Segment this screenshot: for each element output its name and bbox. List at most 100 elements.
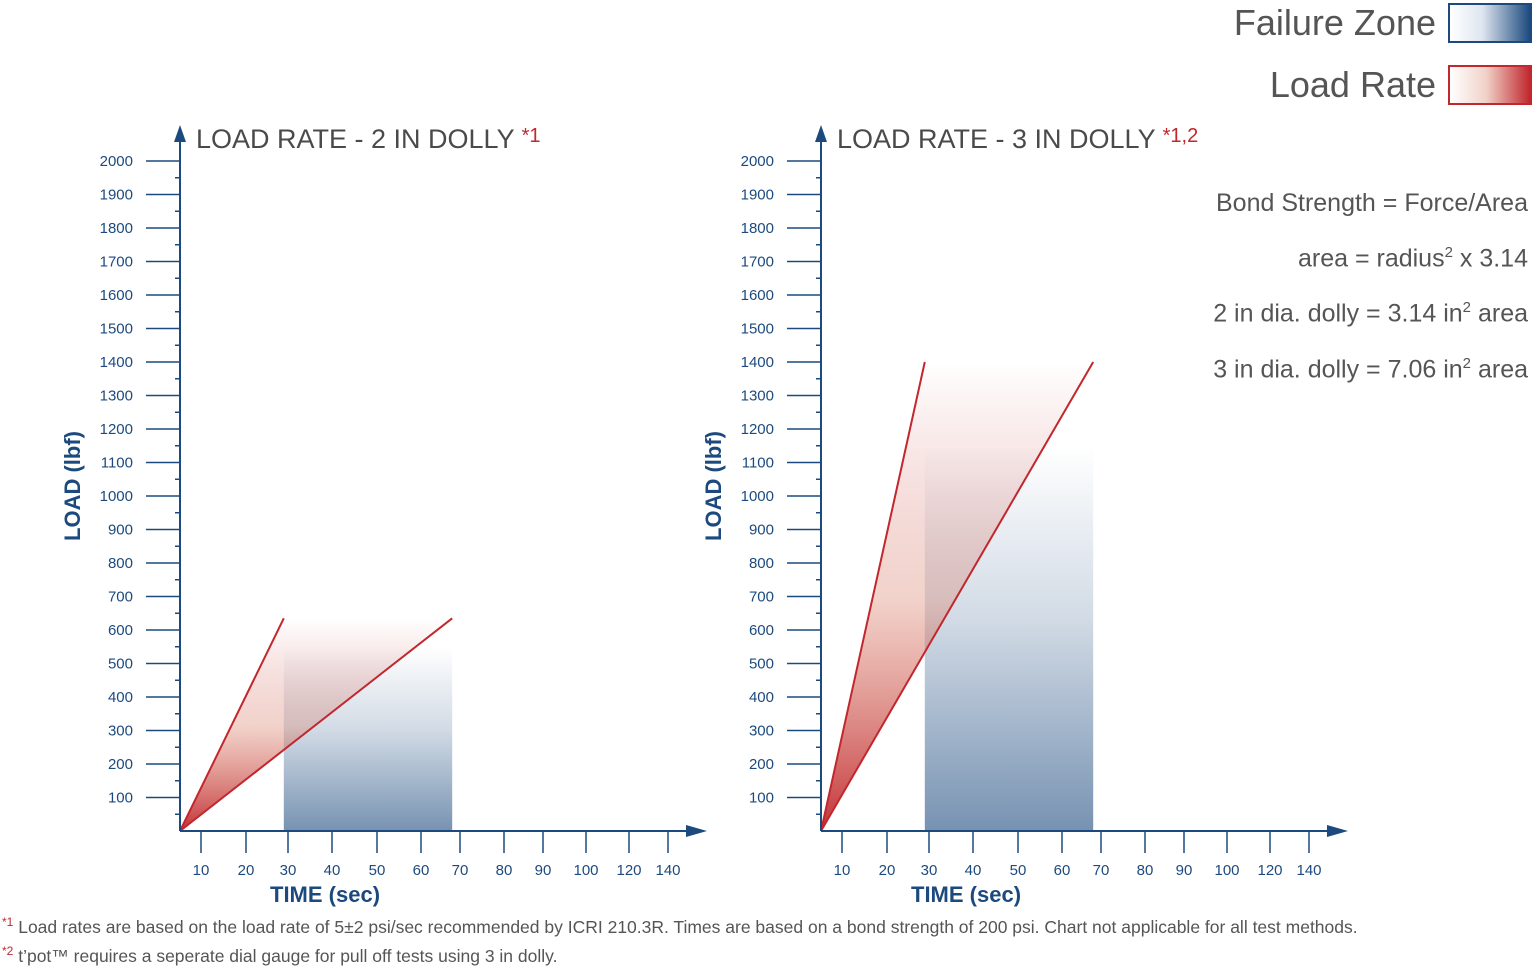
- load-rate-line-2: [820, 361, 1095, 832]
- y-tick-label: 2000: [100, 153, 133, 170]
- y-tick-label: 1800: [741, 220, 774, 237]
- x-tick-label: 90: [1176, 862, 1193, 879]
- footnote-1: *1 Load rates are based on the load rate…: [2, 910, 1358, 939]
- y-tick-label: 1100: [101, 455, 133, 472]
- x-tick-label: 20: [238, 862, 255, 879]
- formula-sup: 2: [1462, 299, 1472, 317]
- y-tick-label: 2000: [741, 153, 774, 170]
- x-tick-label: 100: [573, 862, 598, 879]
- y-tick-label: 500: [108, 656, 133, 673]
- load-rate-line-1: [820, 361, 926, 832]
- y-tick-label: 700: [749, 589, 774, 606]
- chart-title: LOAD RATE - 3 IN DOLLY *1,2: [837, 124, 1198, 154]
- formula-line-1: Bond Strength = Force/Area: [1213, 178, 1528, 228]
- y-tick-label: 1400: [741, 354, 774, 371]
- x-tick-label: 50: [1010, 862, 1027, 879]
- x-tick-label: 80: [496, 862, 513, 879]
- legend-failure-zone: Failure Zone: [1234, 2, 1532, 44]
- y-tick-label: 1000: [100, 488, 133, 505]
- formula-text: area: [1471, 299, 1528, 328]
- chart-title-note: *1: [522, 125, 541, 147]
- y-tick-label: 300: [108, 723, 133, 740]
- formula-text: area: [1471, 354, 1528, 383]
- formula-line-4: 3 in dia. dolly = 7.06 in2 area: [1213, 339, 1528, 394]
- y-tick-label: 1200: [741, 421, 774, 438]
- y-tick-label: 1300: [100, 388, 133, 405]
- x-tick-label: 10: [834, 862, 851, 879]
- y-tick-label: 900: [749, 522, 774, 539]
- formula-sup: 2: [1462, 354, 1472, 372]
- y-tick-label: 1100: [742, 455, 774, 472]
- y-tick-label: 1600: [100, 287, 133, 304]
- y-tick-label: 1200: [100, 421, 133, 438]
- legend-load-swatch: [1448, 65, 1532, 105]
- y-tick-label: 200: [749, 756, 774, 773]
- chart-title-text: LOAD RATE - 3 IN DOLLY: [837, 124, 1163, 154]
- x-tick-label: 140: [655, 862, 680, 879]
- x-tick-label: 50: [369, 862, 386, 879]
- y-tick-label: 1000: [741, 488, 774, 505]
- chart-title-text: LOAD RATE - 2 IN DOLLY: [196, 124, 522, 154]
- x-tick-label: 80: [1137, 862, 1154, 879]
- y-tick-label: 800: [108, 555, 133, 572]
- x-tick-label: 40: [965, 862, 982, 879]
- y-tick-label: 1500: [100, 321, 133, 338]
- x-axis-arrow: [686, 825, 707, 837]
- y-axis-title: LOAD (lbf): [60, 431, 85, 541]
- x-tick-label: 120: [1257, 862, 1282, 879]
- y-tick-label: 1700: [741, 254, 774, 271]
- chart-panel-1: 100 200 300 400 500 600 700 800 900 1000 1100 1200 1…: [60, 124, 707, 907]
- x-tick-label: 10: [193, 862, 210, 879]
- y-tick-label: 1800: [100, 220, 133, 237]
- legend-failure-swatch: [1448, 3, 1532, 43]
- y-axis-arrow: [815, 125, 827, 142]
- y-tick-label: 700: [108, 589, 133, 606]
- y-tick-label: 800: [749, 555, 774, 572]
- y-tick-label: 100: [108, 790, 133, 807]
- load-rate-line-2: [179, 617, 453, 832]
- legend-failure-label: Failure Zone: [1233, 2, 1436, 43]
- x-tick-label: 90: [535, 862, 552, 879]
- footnote-text: Load rates are based on the load rate of…: [13, 916, 1358, 937]
- footnote-2: *2 t’pot™ requires a seperate dial gauge…: [2, 939, 1358, 968]
- x-axis-title: TIME (sec): [911, 882, 1021, 907]
- formula-text: 3 in dia. dolly = 7.06 in: [1213, 354, 1463, 383]
- legend-load-label: Load Rate: [1269, 64, 1436, 105]
- bond-strength-formulas: Bond Strength = Force/Area area = radius…: [1213, 178, 1528, 394]
- y-tick-label: 400: [108, 689, 133, 706]
- footnotes: *1 Load rates are based on the load rate…: [2, 910, 1358, 968]
- y-tick-label: 1400: [100, 354, 133, 371]
- y-tick-label: 1600: [741, 287, 774, 304]
- y-axis-title: LOAD (lbf): [701, 431, 726, 541]
- y-tick-label: 600: [749, 622, 774, 639]
- y-tick-label: 1900: [741, 187, 774, 204]
- x-tick-label: 140: [1296, 862, 1321, 879]
- y-tick-label: 1700: [100, 254, 133, 271]
- legend-load-rate: Load Rate: [1270, 64, 1532, 106]
- formula-line-2: area = radius2 x 3.14: [1213, 228, 1528, 283]
- x-tick-label: 30: [921, 862, 938, 879]
- x-axis-arrow: [1327, 825, 1348, 837]
- x-tick-label: 60: [413, 862, 430, 879]
- x-tick-label: 20: [879, 862, 896, 879]
- x-tick-label: 70: [1093, 862, 1110, 879]
- formula-line-3: 2 in dia. dolly = 3.14 in2 area: [1213, 283, 1528, 338]
- chart-panel-2: 100 200 300 400 500 600 700 800 900 1000 1100 1200 1…: [701, 124, 1348, 907]
- x-tick-label: 30: [280, 862, 297, 879]
- formula-text: area = radius: [1297, 244, 1445, 273]
- y-tick-label: 1300: [741, 388, 774, 405]
- x-tick-label: 40: [324, 862, 341, 879]
- y-tick-label: 200: [108, 756, 133, 773]
- y-axis-arrow: [174, 125, 186, 142]
- x-tick-label: 100: [1214, 862, 1239, 879]
- load-rate-line-1: [179, 617, 285, 832]
- x-axis-title: TIME (sec): [270, 882, 380, 907]
- y-tick-label: 600: [108, 622, 133, 639]
- chart-title-note: *1,2: [1163, 125, 1199, 147]
- x-tick-label: 60: [1054, 862, 1071, 879]
- formula-sup: 2: [1444, 244, 1453, 261]
- y-tick-label: 300: [749, 723, 774, 740]
- x-tick-label: 120: [616, 862, 641, 879]
- y-tick-label: 1500: [741, 321, 774, 338]
